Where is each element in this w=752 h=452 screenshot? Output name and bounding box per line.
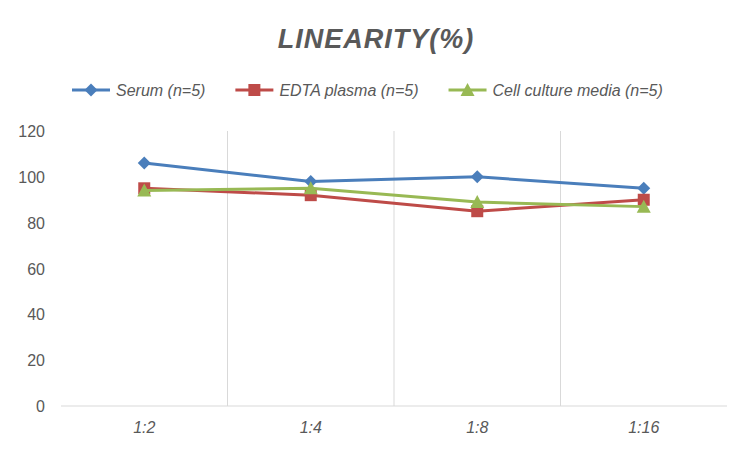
point — [637, 182, 650, 195]
series-line — [144, 188, 644, 206]
series-line — [144, 163, 644, 188]
legend-label: Serum (n=5) — [116, 82, 205, 99]
y-tick-label: 80 — [27, 215, 45, 232]
y-tick-label: 40 — [27, 306, 45, 323]
legend-item: Cell culture media (n=5) — [449, 82, 663, 99]
background — [0, 0, 752, 452]
y-tick-label: 120 — [18, 123, 45, 140]
legend-label: EDTA plasma (n=5) — [279, 82, 418, 99]
chart: LINEARITY(%) 0 20 40 60 80 100 120 1:2 1:4 1:8 1:16… — [0, 0, 752, 452]
y-tick-label: 100 — [18, 169, 45, 186]
point — [470, 195, 484, 208]
x-tick-label: 1:8 — [466, 419, 488, 436]
data-group — [137, 157, 651, 218]
x-tick-label: 1:4 — [300, 419, 322, 436]
point — [138, 157, 151, 170]
legend-item: EDTA plasma (n=5) — [235, 82, 418, 99]
grid-line — [560, 131, 561, 406]
y-tick-label: 0 — [36, 398, 45, 415]
x-axis — [61, 406, 727, 407]
y-tick-label: 20 — [27, 352, 45, 369]
y-tick-label: 60 — [27, 261, 45, 278]
title: LINEARITY(%) — [278, 24, 475, 54]
grid-line — [394, 131, 395, 406]
x-tick-label: 1:16 — [628, 419, 659, 436]
point — [471, 170, 484, 183]
point — [304, 181, 318, 194]
legend-marker — [248, 84, 260, 96]
legend-item: Serum (n=5) — [72, 82, 205, 99]
point — [137, 184, 151, 197]
point — [637, 200, 651, 213]
series-line — [144, 188, 644, 211]
legend-marker — [85, 84, 98, 97]
legend-marker — [461, 83, 475, 96]
legend-label: Cell culture media (n=5) — [493, 82, 663, 99]
x-tick-label: 1:2 — [133, 419, 155, 436]
